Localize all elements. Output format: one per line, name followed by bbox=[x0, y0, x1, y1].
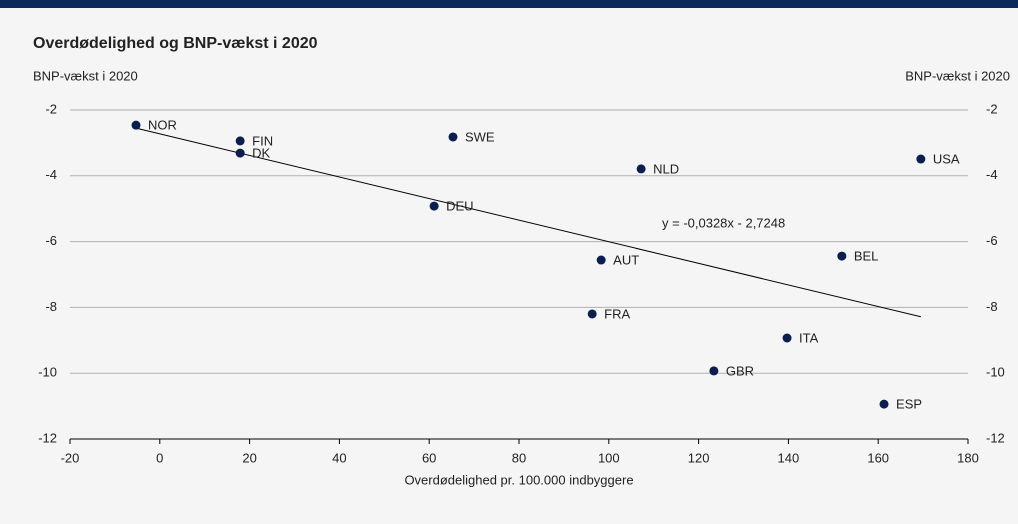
x-tick-label: 120 bbox=[688, 450, 710, 465]
point-label: USA bbox=[933, 151, 960, 166]
point-label: GBR bbox=[726, 363, 754, 378]
point bbox=[782, 333, 792, 343]
point-label: AUT bbox=[613, 252, 639, 267]
x-tick-label: 80 bbox=[512, 450, 526, 465]
point-label: FRA bbox=[604, 306, 630, 321]
point bbox=[596, 255, 606, 265]
y-tick-label: -12 bbox=[38, 430, 57, 445]
point bbox=[448, 132, 458, 142]
x-tick-label: 140 bbox=[778, 450, 800, 465]
point-label: NLD bbox=[653, 161, 679, 176]
x-tick-label: 60 bbox=[422, 450, 436, 465]
y2-axis-label: BNP-vækst i 2020 bbox=[905, 68, 1010, 83]
point-label: ESP bbox=[896, 397, 922, 412]
point bbox=[235, 148, 245, 158]
y-tick-label: -8 bbox=[45, 299, 57, 314]
x-tick-label: 0 bbox=[156, 450, 163, 465]
point bbox=[235, 136, 245, 146]
point-label: BEL bbox=[854, 249, 879, 264]
y-tick-label: -2 bbox=[45, 101, 57, 116]
x-axis-label: Overdødelighed pr. 100.000 indbyggere bbox=[404, 472, 633, 487]
x-tick-label: -20 bbox=[61, 450, 80, 465]
x-tick-label: 40 bbox=[332, 450, 346, 465]
point bbox=[429, 201, 439, 211]
point bbox=[879, 399, 889, 409]
point-label: SWE bbox=[465, 129, 495, 144]
y2-tick-label: -6 bbox=[986, 233, 998, 248]
point-label: NOR bbox=[148, 118, 177, 133]
y-tick-label: -6 bbox=[45, 233, 57, 248]
y2-tick-label: -12 bbox=[986, 430, 1005, 445]
x-tick-label: 100 bbox=[598, 450, 620, 465]
x-tick-label: 20 bbox=[242, 450, 256, 465]
point-label: DK bbox=[252, 146, 270, 161]
y-axis-label: BNP-vækst i 2020 bbox=[33, 68, 138, 83]
point bbox=[709, 366, 719, 376]
point-label: DEU bbox=[446, 199, 473, 214]
chart-title: Overdødelighed og BNP-vækst i 2020 bbox=[33, 35, 318, 52]
x-tick-label: 180 bbox=[957, 450, 979, 465]
point bbox=[131, 120, 141, 130]
point-label: ITA bbox=[799, 330, 819, 345]
y2-tick-label: -4 bbox=[986, 167, 998, 182]
y-tick-label: -10 bbox=[38, 365, 57, 380]
x-tick-label: 160 bbox=[867, 450, 889, 465]
point bbox=[916, 154, 926, 164]
trendline-label: y = -0,0328x - 2,7248 bbox=[662, 215, 785, 230]
point-label: FIN bbox=[252, 133, 273, 148]
y2-tick-label: -2 bbox=[986, 101, 998, 116]
point bbox=[587, 309, 597, 319]
header-bar bbox=[0, 0, 1018, 8]
y-tick-label: -4 bbox=[45, 167, 57, 182]
point bbox=[636, 164, 646, 174]
trendline bbox=[135, 127, 921, 318]
point bbox=[837, 251, 847, 261]
y2-tick-label: -10 bbox=[986, 365, 1005, 380]
y2-tick-label: -8 bbox=[986, 299, 998, 314]
